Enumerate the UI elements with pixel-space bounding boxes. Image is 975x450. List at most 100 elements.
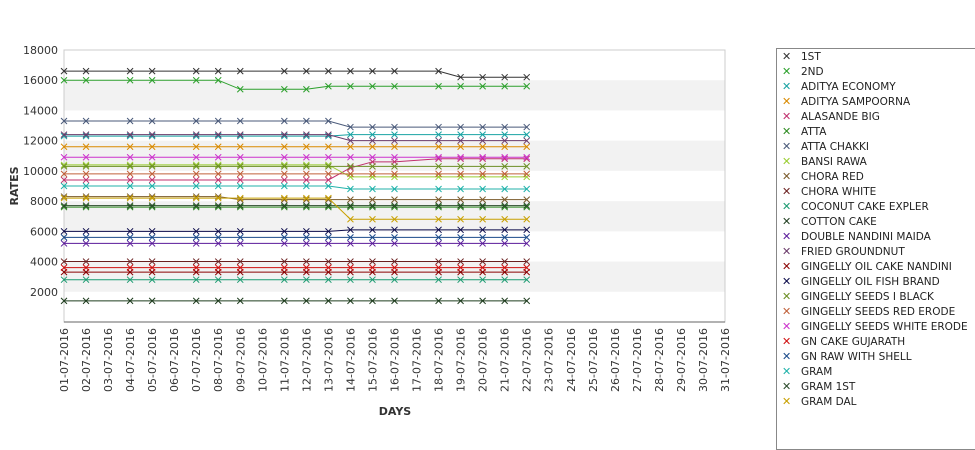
data-point	[523, 137, 531, 145]
series-1	[60, 76, 531, 93]
data-point	[435, 196, 442, 203]
data-point	[391, 137, 398, 145]
data-point	[280, 131, 288, 138]
data-point	[347, 202, 354, 209]
series-line	[64, 196, 527, 201]
data-point	[325, 131, 332, 138]
data-point	[126, 227, 134, 235]
data-point	[280, 153, 288, 161]
data-point	[303, 194, 310, 202]
legend-marker-icon: ✕	[782, 50, 792, 63]
legend-label: DOUBLE NANDINI MAIDA	[801, 231, 931, 243]
x-tick-label: 17-07-2016	[411, 328, 424, 392]
data-point	[457, 196, 464, 203]
data-point	[82, 182, 90, 190]
data-point	[369, 258, 376, 265]
data-point	[523, 234, 531, 241]
data-point	[236, 85, 244, 93]
data-point	[325, 163, 332, 170]
data-point	[457, 240, 464, 247]
data-point	[501, 73, 509, 81]
data-point	[347, 264, 354, 271]
x-tick-label: 18-07-2016	[433, 328, 446, 392]
data-point	[60, 227, 68, 235]
data-point	[501, 185, 509, 193]
data-point	[126, 202, 134, 209]
data-point	[214, 143, 222, 151]
data-point	[303, 264, 310, 271]
data-point	[82, 202, 90, 209]
data-point	[435, 163, 442, 170]
data-point	[303, 227, 310, 235]
data-point	[214, 67, 222, 75]
data-point	[457, 215, 464, 223]
legend-item: ✕ GRAM	[777, 365, 971, 379]
data-point	[523, 297, 531, 305]
data-point	[60, 163, 68, 170]
data-point	[60, 76, 68, 84]
legend-marker-icon: ✕	[782, 185, 792, 198]
legend-marker-icon: ✕	[782, 65, 792, 78]
data-point	[280, 264, 288, 271]
data-point	[325, 117, 332, 125]
legend-marker-icon: ✕	[782, 395, 792, 408]
data-point	[457, 173, 464, 181]
data-point	[435, 131, 442, 138]
data-point	[280, 182, 288, 190]
data-point	[347, 153, 354, 161]
data-point	[148, 227, 156, 235]
data-point	[435, 185, 442, 193]
data-point	[523, 258, 531, 265]
data-point	[391, 82, 398, 90]
data-point	[523, 170, 531, 178]
series-9	[60, 258, 531, 265]
data-point	[479, 143, 486, 151]
data-point	[479, 226, 486, 234]
data-point	[369, 163, 376, 170]
data-point	[325, 276, 332, 284]
data-point	[479, 163, 486, 170]
data-point	[148, 153, 156, 161]
data-point	[457, 258, 464, 265]
legend-label: CHORA WHITE	[801, 186, 877, 198]
legend-marker-icon: ✕	[782, 320, 792, 333]
data-point	[214, 297, 222, 305]
grid-band	[64, 80, 725, 111]
x-tick-label: 12-07-2016	[300, 328, 313, 392]
data-point	[325, 227, 332, 235]
data-point	[479, 123, 486, 131]
series-line	[64, 70, 527, 78]
data-point	[214, 227, 222, 235]
data-point	[523, 240, 531, 247]
data-point	[126, 153, 134, 161]
data-point	[148, 163, 156, 170]
legend-marker-icon: ✕	[782, 155, 792, 168]
data-point	[347, 185, 354, 193]
data-point	[60, 170, 68, 178]
data-point	[192, 182, 200, 190]
data-point	[457, 143, 464, 151]
data-point	[347, 170, 354, 178]
grid-band	[64, 261, 725, 292]
data-point	[192, 117, 200, 125]
data-point	[82, 194, 90, 202]
data-point	[369, 185, 376, 193]
data-point	[214, 264, 222, 271]
data-point	[435, 215, 442, 223]
data-point	[457, 202, 464, 209]
series-13	[60, 131, 531, 145]
series-15	[60, 226, 531, 235]
x-tick-label: 04-07-2016	[124, 328, 137, 392]
data-point	[236, 227, 244, 235]
data-point	[325, 153, 332, 161]
series-3	[60, 143, 531, 151]
data-point	[435, 202, 442, 209]
data-point	[236, 163, 244, 170]
x-tick-label: 05-07-2016	[146, 328, 159, 392]
x-tick-label: 29-07-2016	[675, 328, 688, 392]
data-point	[192, 227, 200, 235]
series-line	[64, 134, 527, 137]
data-point	[126, 76, 134, 84]
data-point	[523, 215, 531, 223]
data-point	[457, 234, 464, 241]
